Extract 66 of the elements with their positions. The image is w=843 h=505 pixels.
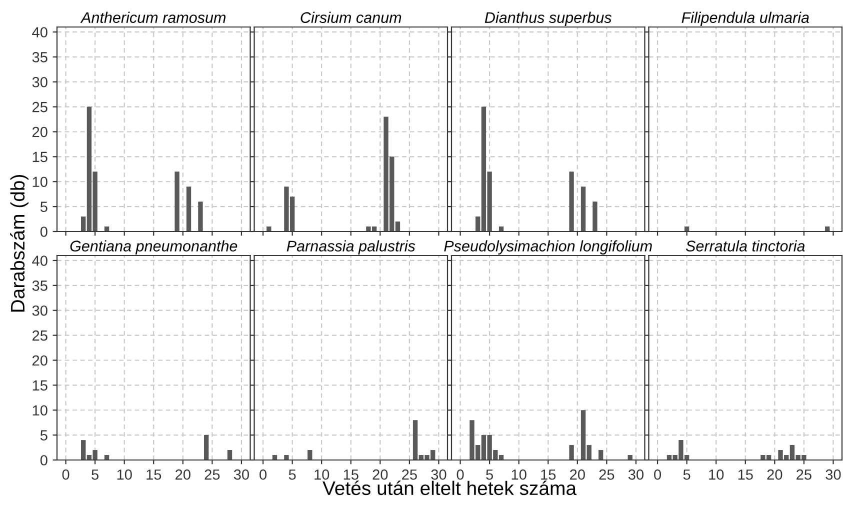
bar (186, 186, 192, 232)
x-axis-title: Vetés után eltelt hetek száma (322, 480, 577, 496)
bar (227, 450, 232, 460)
chart-title: Anthericum ramosum (80, 12, 226, 23)
y-tick-label: 5 (40, 202, 48, 212)
bar (569, 445, 574, 460)
x-tick-label: 5 (92, 470, 99, 480)
x-tick-label: 30 (826, 469, 841, 480)
x-tick-label: 25 (204, 469, 220, 480)
y-tick-label: 35 (32, 280, 48, 291)
x-tick-label: 25 (796, 469, 812, 480)
bar (204, 435, 209, 460)
bar (174, 172, 180, 232)
y-tick-label: 0 (40, 455, 48, 466)
x-tick-label: 0 (260, 469, 267, 480)
x-tick-label: 30 (431, 469, 446, 480)
chart-title: Filipendula ulmaria (682, 12, 809, 26)
x-tick-label: 30 (234, 469, 250, 480)
y-tick-label: 20 (32, 126, 48, 138)
x-tick-label: 25 (599, 469, 614, 480)
y-tick-label: 30 (32, 76, 48, 88)
y-axis-title: Darabszám (db) (10, 175, 28, 312)
bar (598, 450, 604, 460)
x-tick-label: 20 (176, 469, 190, 480)
x-tick-label: 0 (654, 469, 662, 480)
x-tick-label: 10 (117, 469, 132, 480)
x-tick-label: 15 (344, 470, 358, 480)
x-tick-label: 20 (767, 469, 782, 480)
x-tick-label: 15 (541, 470, 556, 480)
bar (592, 202, 598, 232)
chart-title: Dianthus superbus (484, 12, 612, 26)
chart-title: Pseudolysimachion longifolium (444, 240, 652, 255)
x-tick-label: 10 (512, 469, 526, 480)
chart-title: Gentiana pneumonanthe (70, 240, 238, 255)
y-tick-label: 20 (32, 355, 48, 366)
bar (569, 172, 574, 232)
bar (198, 202, 203, 232)
x-tick-label: 0 (456, 469, 464, 480)
bar (580, 186, 586, 232)
y-tick-label: 15 (32, 380, 48, 391)
x-tick-label: 15 (146, 470, 162, 480)
y-tick-label: 15 (32, 152, 48, 162)
y-tick-label: 40 (32, 256, 48, 266)
x-tick-label: 0 (62, 469, 70, 480)
y-tick-label: 30 (32, 305, 48, 316)
x-tick-label: 10 (314, 469, 330, 480)
x-tick-label: 10 (709, 469, 724, 480)
x-tick-label: 5 (683, 470, 690, 480)
x-tick-label: 15 (738, 470, 753, 480)
chart-title: Parnassia palustris (286, 240, 416, 255)
y-tick-label: 10 (32, 176, 48, 188)
x-tick-label: 20 (570, 469, 585, 480)
x-tick-label: 25 (402, 469, 417, 480)
x-tick-label: 20 (372, 469, 388, 480)
y-tick-label: 25 (32, 330, 48, 341)
x-tick-label: 5 (486, 470, 494, 480)
y-tick-label: 35 (32, 52, 48, 62)
x-tick-label: 5 (288, 470, 296, 480)
chart-title: Cirsium canum (300, 12, 402, 23)
y-tick-label: 10 (32, 405, 48, 416)
y-tick-label: 40 (32, 27, 48, 38)
y-tick-label: 5 (40, 430, 48, 440)
y-tick-label: 0 (40, 226, 48, 237)
x-tick-label: 30 (628, 469, 644, 480)
y-tick-label: 25 (32, 102, 48, 112)
chart-title: Serratula tinctoria (686, 240, 805, 252)
